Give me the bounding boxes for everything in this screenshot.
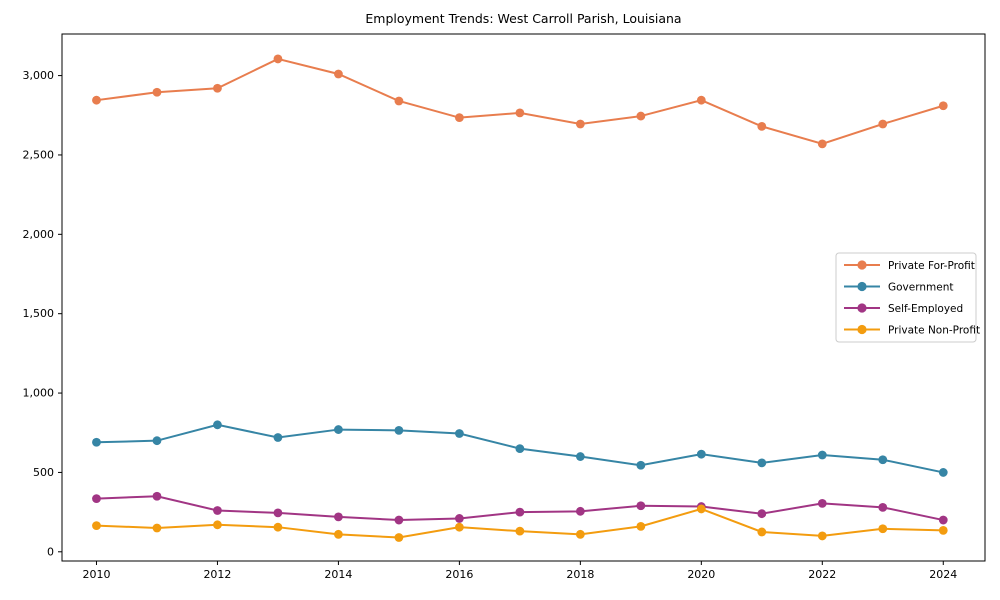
series-marker-private-non-profit — [938, 525, 948, 535]
series-marker-self-employed — [213, 506, 222, 515]
x-axis-tick-label: 2018 — [566, 568, 594, 581]
legend-label-self-employed: Self-Employed — [888, 303, 963, 315]
series-marker-private-for-profit — [273, 54, 283, 64]
y-axis-tick-label: 1,000 — [23, 387, 55, 400]
series-marker-government — [334, 425, 343, 434]
series-marker-self-employed — [878, 502, 888, 512]
chart-title: Employment Trends: West Carroll Parish, … — [365, 11, 682, 26]
y-axis-tick-label: 500 — [33, 466, 54, 479]
series-marker-private-non-profit — [152, 523, 162, 533]
series-marker-private-non-profit — [817, 531, 827, 541]
y-axis-tick-label: 1,500 — [23, 307, 55, 320]
series-marker-self-employed — [273, 508, 283, 518]
x-axis-tick-label: 2014 — [324, 568, 352, 581]
series-marker-private-non-profit — [273, 522, 283, 532]
legend-marker-self-employed — [857, 303, 867, 313]
x-axis-tick-label: 2012 — [203, 568, 231, 581]
series-marker-self-employed — [938, 515, 948, 525]
series-marker-government — [213, 420, 222, 430]
series-marker-private-non-profit — [92, 521, 101, 531]
legend-box — [835, 252, 977, 343]
series-marker-self-employed — [394, 515, 404, 525]
series-marker-private-non-profit — [636, 521, 646, 531]
series-marker-private-non-profit — [454, 522, 464, 532]
y-axis-tick-label: 0 — [47, 545, 54, 558]
series-marker-self-employed — [636, 501, 646, 511]
series-marker-private-non-profit — [757, 527, 767, 537]
x-axis-tick-label: 2016 — [445, 568, 473, 581]
series-marker-private-non-profit — [394, 533, 404, 542]
series-marker-self-employed — [757, 509, 767, 519]
series-marker-government — [696, 449, 706, 459]
plot-border — [61, 33, 986, 562]
series-marker-private-non-profit — [334, 529, 343, 539]
series-marker-private-non-profit — [878, 524, 888, 534]
series-marker-self-employed — [817, 498, 827, 508]
series-marker-self-employed — [454, 514, 464, 523]
series-marker-private-for-profit — [696, 95, 706, 105]
legend-label-private-non-profit: Private Non-Profit — [888, 324, 980, 336]
y-axis-tick-label: 3,000 — [23, 69, 55, 82]
legend-label-government: Government — [888, 281, 953, 293]
legend-marker-private-non-profit — [857, 324, 867, 335]
series-marker-private-for-profit — [454, 113, 464, 123]
series-marker-private-for-profit — [92, 95, 101, 105]
series-marker-private-for-profit — [394, 96, 404, 106]
y-axis-tick-label: 2,500 — [23, 148, 55, 161]
series-marker-private-for-profit — [213, 83, 222, 93]
series-marker-government — [454, 429, 464, 438]
series-marker-government — [92, 437, 101, 447]
series-marker-government — [817, 450, 827, 460]
series-marker-private-for-profit — [575, 119, 585, 129]
series-marker-private-for-profit — [636, 111, 646, 121]
series-marker-private-for-profit — [878, 119, 888, 129]
series-marker-government — [394, 425, 404, 435]
series-marker-government — [757, 458, 767, 468]
series-marker-self-employed — [152, 491, 162, 501]
legend-label-private-for-profit: Private For-Profit — [888, 260, 975, 272]
series-marker-self-employed — [515, 507, 525, 517]
series-marker-private-for-profit — [334, 69, 343, 79]
legend-marker-government — [857, 281, 867, 292]
series-marker-private-non-profit — [515, 526, 525, 536]
series-marker-private-for-profit — [817, 139, 827, 149]
x-axis-tick-label: 2010 — [82, 568, 110, 581]
series-marker-private-for-profit — [938, 101, 948, 111]
series-marker-government — [575, 452, 585, 461]
series-marker-government — [515, 444, 525, 454]
series-marker-self-employed — [575, 506, 585, 516]
series-marker-self-employed — [92, 494, 101, 504]
x-axis-tick-label: 2024 — [929, 568, 957, 581]
series-marker-government — [636, 460, 646, 470]
series-marker-government — [273, 433, 283, 442]
series-marker-private-for-profit — [152, 87, 162, 97]
series-marker-private-for-profit — [515, 108, 525, 118]
series-marker-self-employed — [334, 512, 343, 522]
series-marker-government — [878, 455, 888, 465]
x-axis-tick-label: 2020 — [687, 568, 715, 581]
y-axis-tick-label: 2,000 — [23, 228, 55, 241]
series-line-private-for-profit — [96, 57, 944, 145]
series-marker-government — [938, 468, 948, 477]
series-marker-private-non-profit — [213, 520, 222, 530]
series-marker-private-non-profit — [575, 529, 585, 539]
series-marker-government — [152, 436, 162, 446]
series-marker-private-for-profit — [757, 121, 767, 131]
x-axis-tick-label: 2022 — [808, 568, 836, 581]
series-marker-private-non-profit — [696, 504, 706, 514]
legend-marker-private-for-profit — [857, 260, 867, 270]
